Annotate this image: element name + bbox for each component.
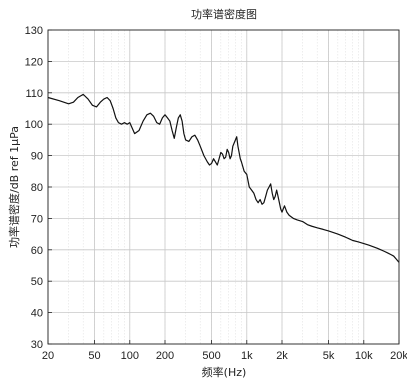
x-tick-label: 500 (202, 350, 220, 362)
chart-title: 功率谱密度图 (191, 7, 257, 21)
y-tick-label: 70 (31, 213, 43, 225)
y-tick-label: 60 (31, 245, 43, 257)
x-tick-label: 10k (355, 350, 373, 362)
psd-series-line (47, 93, 400, 263)
y-axis-label: 功率谱密度/dB ref 1μPa (7, 126, 21, 248)
x-tick-label: 2k (276, 350, 288, 362)
y-tick-label: 50 (31, 276, 43, 288)
y-tick-label: 90 (31, 151, 43, 163)
x-tick-label: 5k (323, 350, 335, 362)
x-tick-label: 100 (121, 350, 139, 362)
y-tick-label: 120 (25, 56, 43, 68)
x-tick-label: 50 (88, 350, 100, 362)
y-tick-label: 100 (25, 119, 43, 131)
plot-frame (47, 29, 400, 345)
x-tick-label: 20k (390, 350, 407, 362)
x-tick-label: 20 (42, 350, 54, 362)
y-tick-label: 80 (31, 182, 43, 194)
x-tick-label: 200 (156, 350, 174, 362)
x-tick-labels: 20 50 100 200 500 1k 2k 5k 10k 20k (42, 350, 407, 362)
x-axis-label: 频率(Hz) (202, 365, 247, 379)
grid (47, 29, 400, 345)
y-tick-label: 110 (25, 88, 43, 100)
y-tick-labels: 30 40 50 60 70 80 90 100 110 120 130 (25, 25, 43, 351)
y-tick-label: 40 (31, 308, 43, 320)
y-tick-label: 130 (25, 25, 43, 37)
x-tick-label: 1k (241, 350, 253, 362)
y-tick-label: 30 (31, 339, 43, 351)
